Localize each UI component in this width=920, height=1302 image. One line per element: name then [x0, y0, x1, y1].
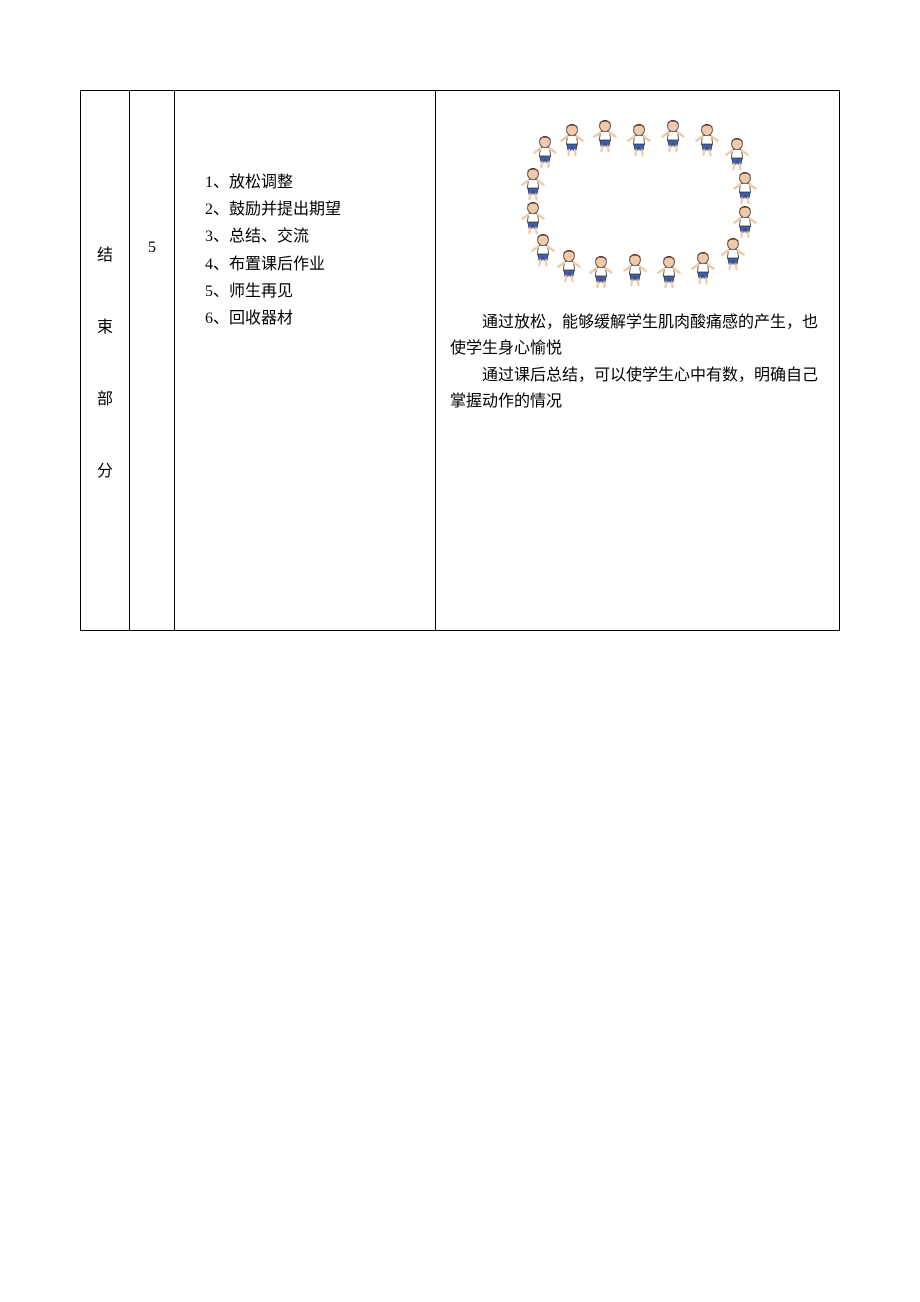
- student-figure-icon: [591, 119, 619, 153]
- lesson-plan-table: 结 束 部 分 5 1、放松调整 2、鼓励并提出期望 3、总结、交流 4、布置课…: [80, 90, 840, 631]
- list-item: 2、鼓励并提出期望: [205, 196, 423, 223]
- page: 结 束 部 分 5 1、放松调整 2、鼓励并提出期望 3、总结、交流 4、布置课…: [0, 0, 920, 631]
- student-figure-icon: [531, 135, 559, 169]
- student-figure-icon: [625, 123, 653, 157]
- section-char: 束: [97, 313, 113, 337]
- student-figure-icon: [558, 123, 586, 157]
- notes-block: 通过放松，能够缓解学生肌肉酸痛感的产生，也使学生身心愉悦 通过课后总结，可以使学…: [436, 91, 839, 430]
- student-figure-icon: [655, 255, 683, 289]
- cell-time: 5: [130, 91, 175, 631]
- student-figure-icon: [731, 205, 759, 239]
- student-figure-icon: [621, 253, 649, 287]
- notes-paragraph: 通过放松，能够缓解学生肌肉酸痛感的产生，也使学生身心愉悦: [450, 310, 825, 361]
- list-item: 6、回收器材: [205, 305, 423, 332]
- section-char: 结: [97, 241, 113, 265]
- student-figure-icon: [587, 255, 615, 289]
- student-figure-icon: [519, 167, 547, 201]
- list-item: 3、总结、交流: [205, 223, 423, 250]
- table-row: 结 束 部 分 5 1、放松调整 2、鼓励并提出期望 3、总结、交流 4、布置课…: [81, 91, 840, 631]
- list-item: 1、放松调整: [205, 169, 423, 196]
- students-rectangle-diagram: [513, 117, 763, 292]
- student-figure-icon: [693, 123, 721, 157]
- student-figure-icon: [723, 137, 751, 171]
- student-figure-icon: [519, 201, 547, 235]
- cell-section: 结 束 部 分: [81, 91, 130, 631]
- student-figure-icon: [555, 249, 583, 283]
- section-char: 分: [97, 457, 113, 481]
- cell-notes: 通过放松，能够缓解学生肌肉酸痛感的产生，也使学生身心愉悦 通过课后总结，可以使学…: [436, 91, 840, 631]
- student-figure-icon: [659, 119, 687, 153]
- student-figure-icon: [529, 233, 557, 267]
- student-figure-icon: [719, 237, 747, 271]
- section-label-vertical: 结 束 部 分: [81, 201, 129, 521]
- list-item: 5、师生再见: [205, 278, 423, 305]
- list-item: 4、布置课后作业: [205, 251, 423, 278]
- student-figure-icon: [731, 171, 759, 205]
- cell-content: 1、放松调整 2、鼓励并提出期望 3、总结、交流 4、布置课后作业 5、师生再见…: [175, 91, 436, 631]
- section-char: 部: [97, 385, 113, 409]
- time-value: 5: [148, 239, 156, 256]
- content-list: 1、放松调整 2、鼓励并提出期望 3、总结、交流 4、布置课后作业 5、师生再见…: [175, 91, 435, 344]
- student-figure-icon: [689, 251, 717, 285]
- notes-paragraph: 通过课后总结，可以使学生心中有数，明确自己掌握动作的情况: [450, 363, 825, 414]
